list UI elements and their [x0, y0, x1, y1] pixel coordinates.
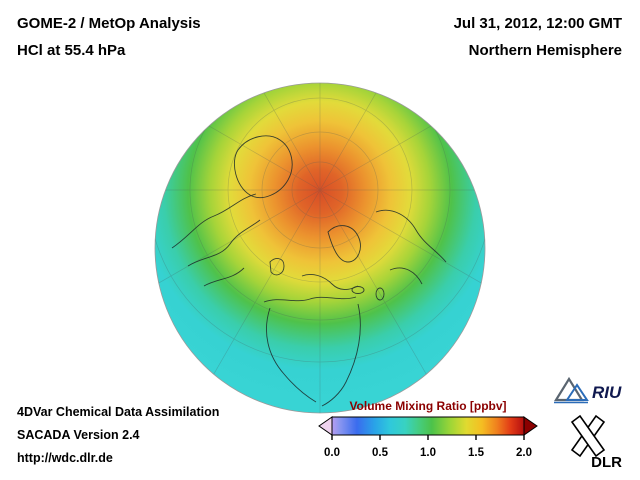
colorbar-title: Volume Mixing Ratio [ppbv]	[349, 399, 507, 413]
footer-line-assimilation: 4DVar Chemical Data Assimilation	[17, 405, 220, 419]
dlr-logo-icon: DLR	[570, 414, 622, 471]
colorbar-gradient	[318, 416, 538, 440]
datetime-block: Jul 31, 2012, 12:00 GMT Northern Hemisph…	[454, 10, 622, 64]
dlr-logo-text: DLR	[591, 454, 622, 470]
globe-disc	[154, 82, 486, 414]
dlr-logo: DLR	[560, 408, 626, 475]
tick-label-2: 1.0	[420, 447, 436, 459]
tick-label-3: 1.5	[468, 447, 484, 459]
plot-subtitle: HCl at 55.4 hPa	[17, 42, 126, 59]
tick-label-4: 2.0	[516, 447, 532, 459]
footer-line-version: SACADA Version 2.4	[17, 428, 140, 442]
plot-title: GOME-2 / MetOp Analysis	[17, 15, 201, 32]
plot-datetime: Jul 31, 2012, 12:00 GMT	[453, 15, 622, 32]
tick-label-1: 0.5	[372, 447, 388, 459]
riu-logo-text: RIU	[592, 383, 622, 402]
footer-block: 4DVar Chemical Data Assimilation SACADA …	[17, 401, 219, 470]
colorbar-over-arrow	[523, 416, 538, 436]
colorbar-ticks	[331, 435, 525, 440]
coastlines	[171, 135, 447, 407]
title-block: GOME-2 / MetOp Analysis HCl at 55.4 hPa	[17, 10, 201, 64]
colorbar-under-arrow	[318, 416, 333, 436]
riu-logo-icon: RIU	[554, 376, 622, 404]
footer-line-url: http://wdc.dlr.de	[17, 451, 113, 465]
globe-map	[152, 80, 488, 416]
colorbar: Volume Mixing Ratio [ppbv]	[318, 399, 538, 461]
riu-logo: RIU	[552, 374, 628, 411]
colorbar-tick-labels: 0.0 0.5 1.0 1.5 2.0	[318, 447, 538, 461]
globe-heatmap-icon	[154, 82, 486, 414]
plot-region: Northern Hemisphere	[468, 42, 622, 59]
colorbar-bar	[331, 416, 525, 436]
tick-label-0: 0.0	[324, 447, 340, 459]
